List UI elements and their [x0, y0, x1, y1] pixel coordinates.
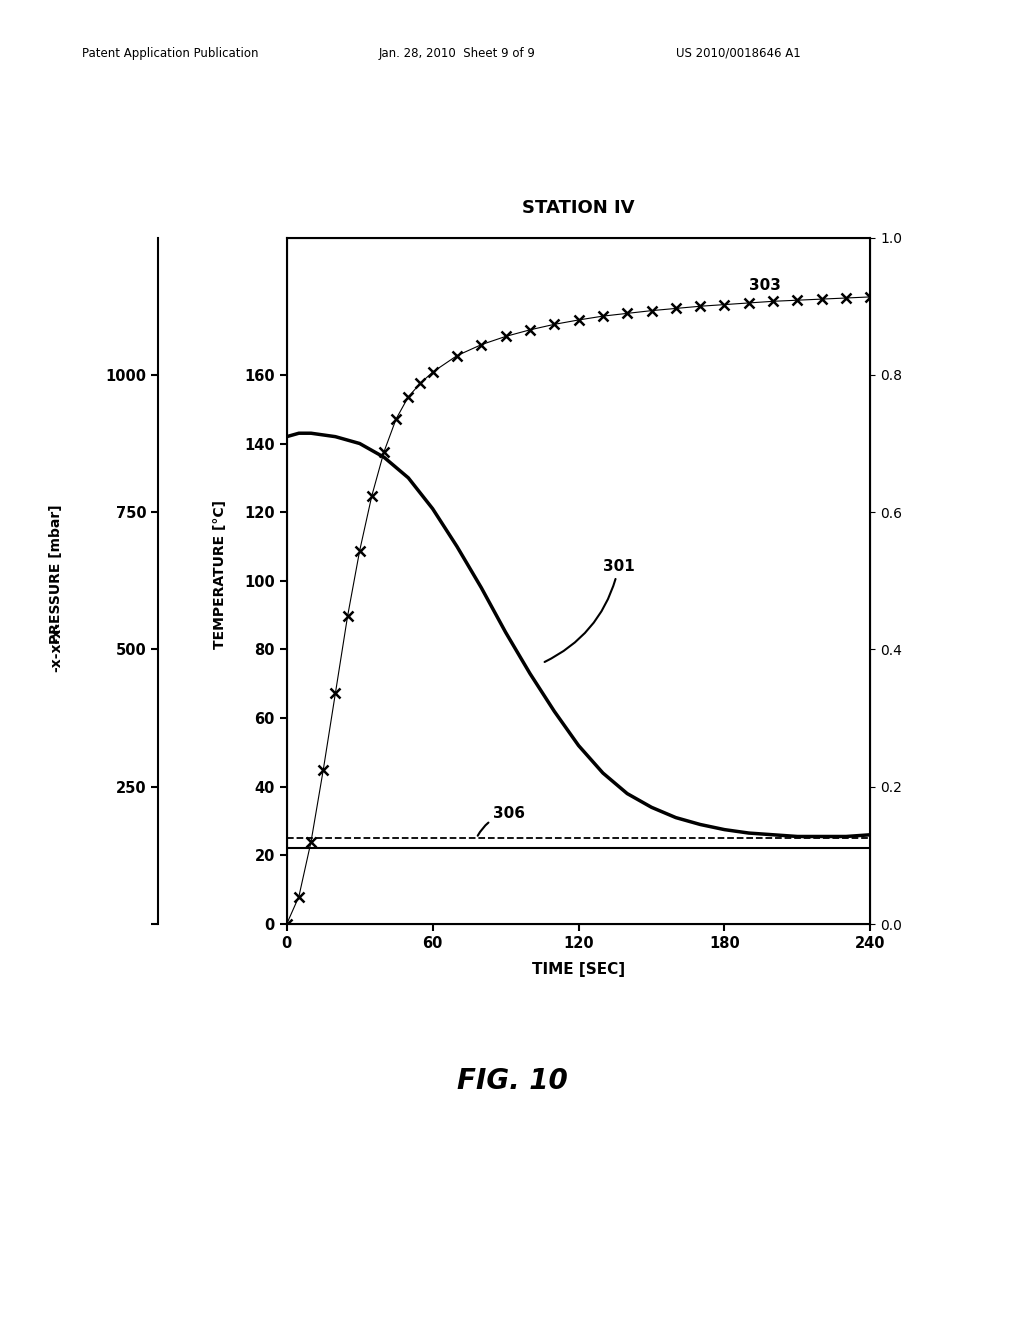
- Text: US 2010/0018646 A1: US 2010/0018646 A1: [676, 46, 801, 59]
- Text: -x-x-x-: -x-x-x-: [49, 622, 63, 672]
- Text: FIG. 10: FIG. 10: [457, 1067, 567, 1096]
- Text: Patent Application Publication: Patent Application Publication: [82, 46, 258, 59]
- Text: 301: 301: [545, 558, 635, 661]
- Text: 303: 303: [749, 279, 780, 293]
- Text: 306: 306: [478, 805, 525, 836]
- Text: TEMPERATURE [°C]: TEMPERATURE [°C]: [213, 500, 227, 648]
- Text: PRESSURE [mbar]: PRESSURE [mbar]: [49, 504, 63, 644]
- Title: STATION IV: STATION IV: [522, 198, 635, 216]
- X-axis label: TIME [SEC]: TIME [SEC]: [532, 962, 625, 977]
- Text: Jan. 28, 2010  Sheet 9 of 9: Jan. 28, 2010 Sheet 9 of 9: [379, 46, 536, 59]
